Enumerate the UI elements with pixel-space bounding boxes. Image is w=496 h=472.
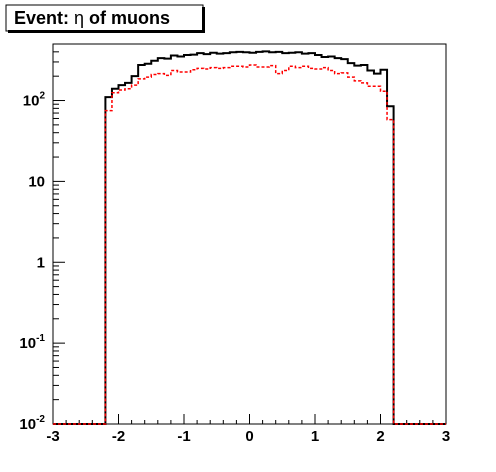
chart-title: Event: η of muons (5, 4, 205, 33)
title-text: Event: η of muons (14, 8, 170, 28)
x-tick-label: -3 (46, 428, 59, 445)
histogram-series (53, 50, 446, 425)
y-tick-label: 10-2 (19, 414, 45, 433)
histogram-series-red-dashed (53, 64, 446, 425)
y-axis-ticks: 10-2 10-1 1 10 102 (19, 43, 65, 433)
x-axis-ticks: -3 -2 -1 0 1 2 3 (46, 414, 450, 445)
x-tick-label: -1 (177, 428, 190, 445)
histogram-series-black (53, 50, 446, 425)
x-tick-label: 0 (245, 428, 253, 445)
title-box (5, 4, 204, 32)
x-tick-label: 2 (376, 428, 384, 445)
title-box-shadow (8, 30, 205, 33)
y-tick-label: 1 (37, 254, 45, 271)
x-tick-label: -2 (112, 428, 125, 445)
title-box-shadow-side (202, 7, 205, 33)
y-tick-label: 102 (23, 91, 46, 110)
y-tick-label: 10 (28, 173, 45, 190)
x-tick-label: 1 (311, 428, 319, 445)
x-tick-label: 3 (442, 428, 450, 445)
y-tick-label: 10-1 (19, 333, 45, 352)
